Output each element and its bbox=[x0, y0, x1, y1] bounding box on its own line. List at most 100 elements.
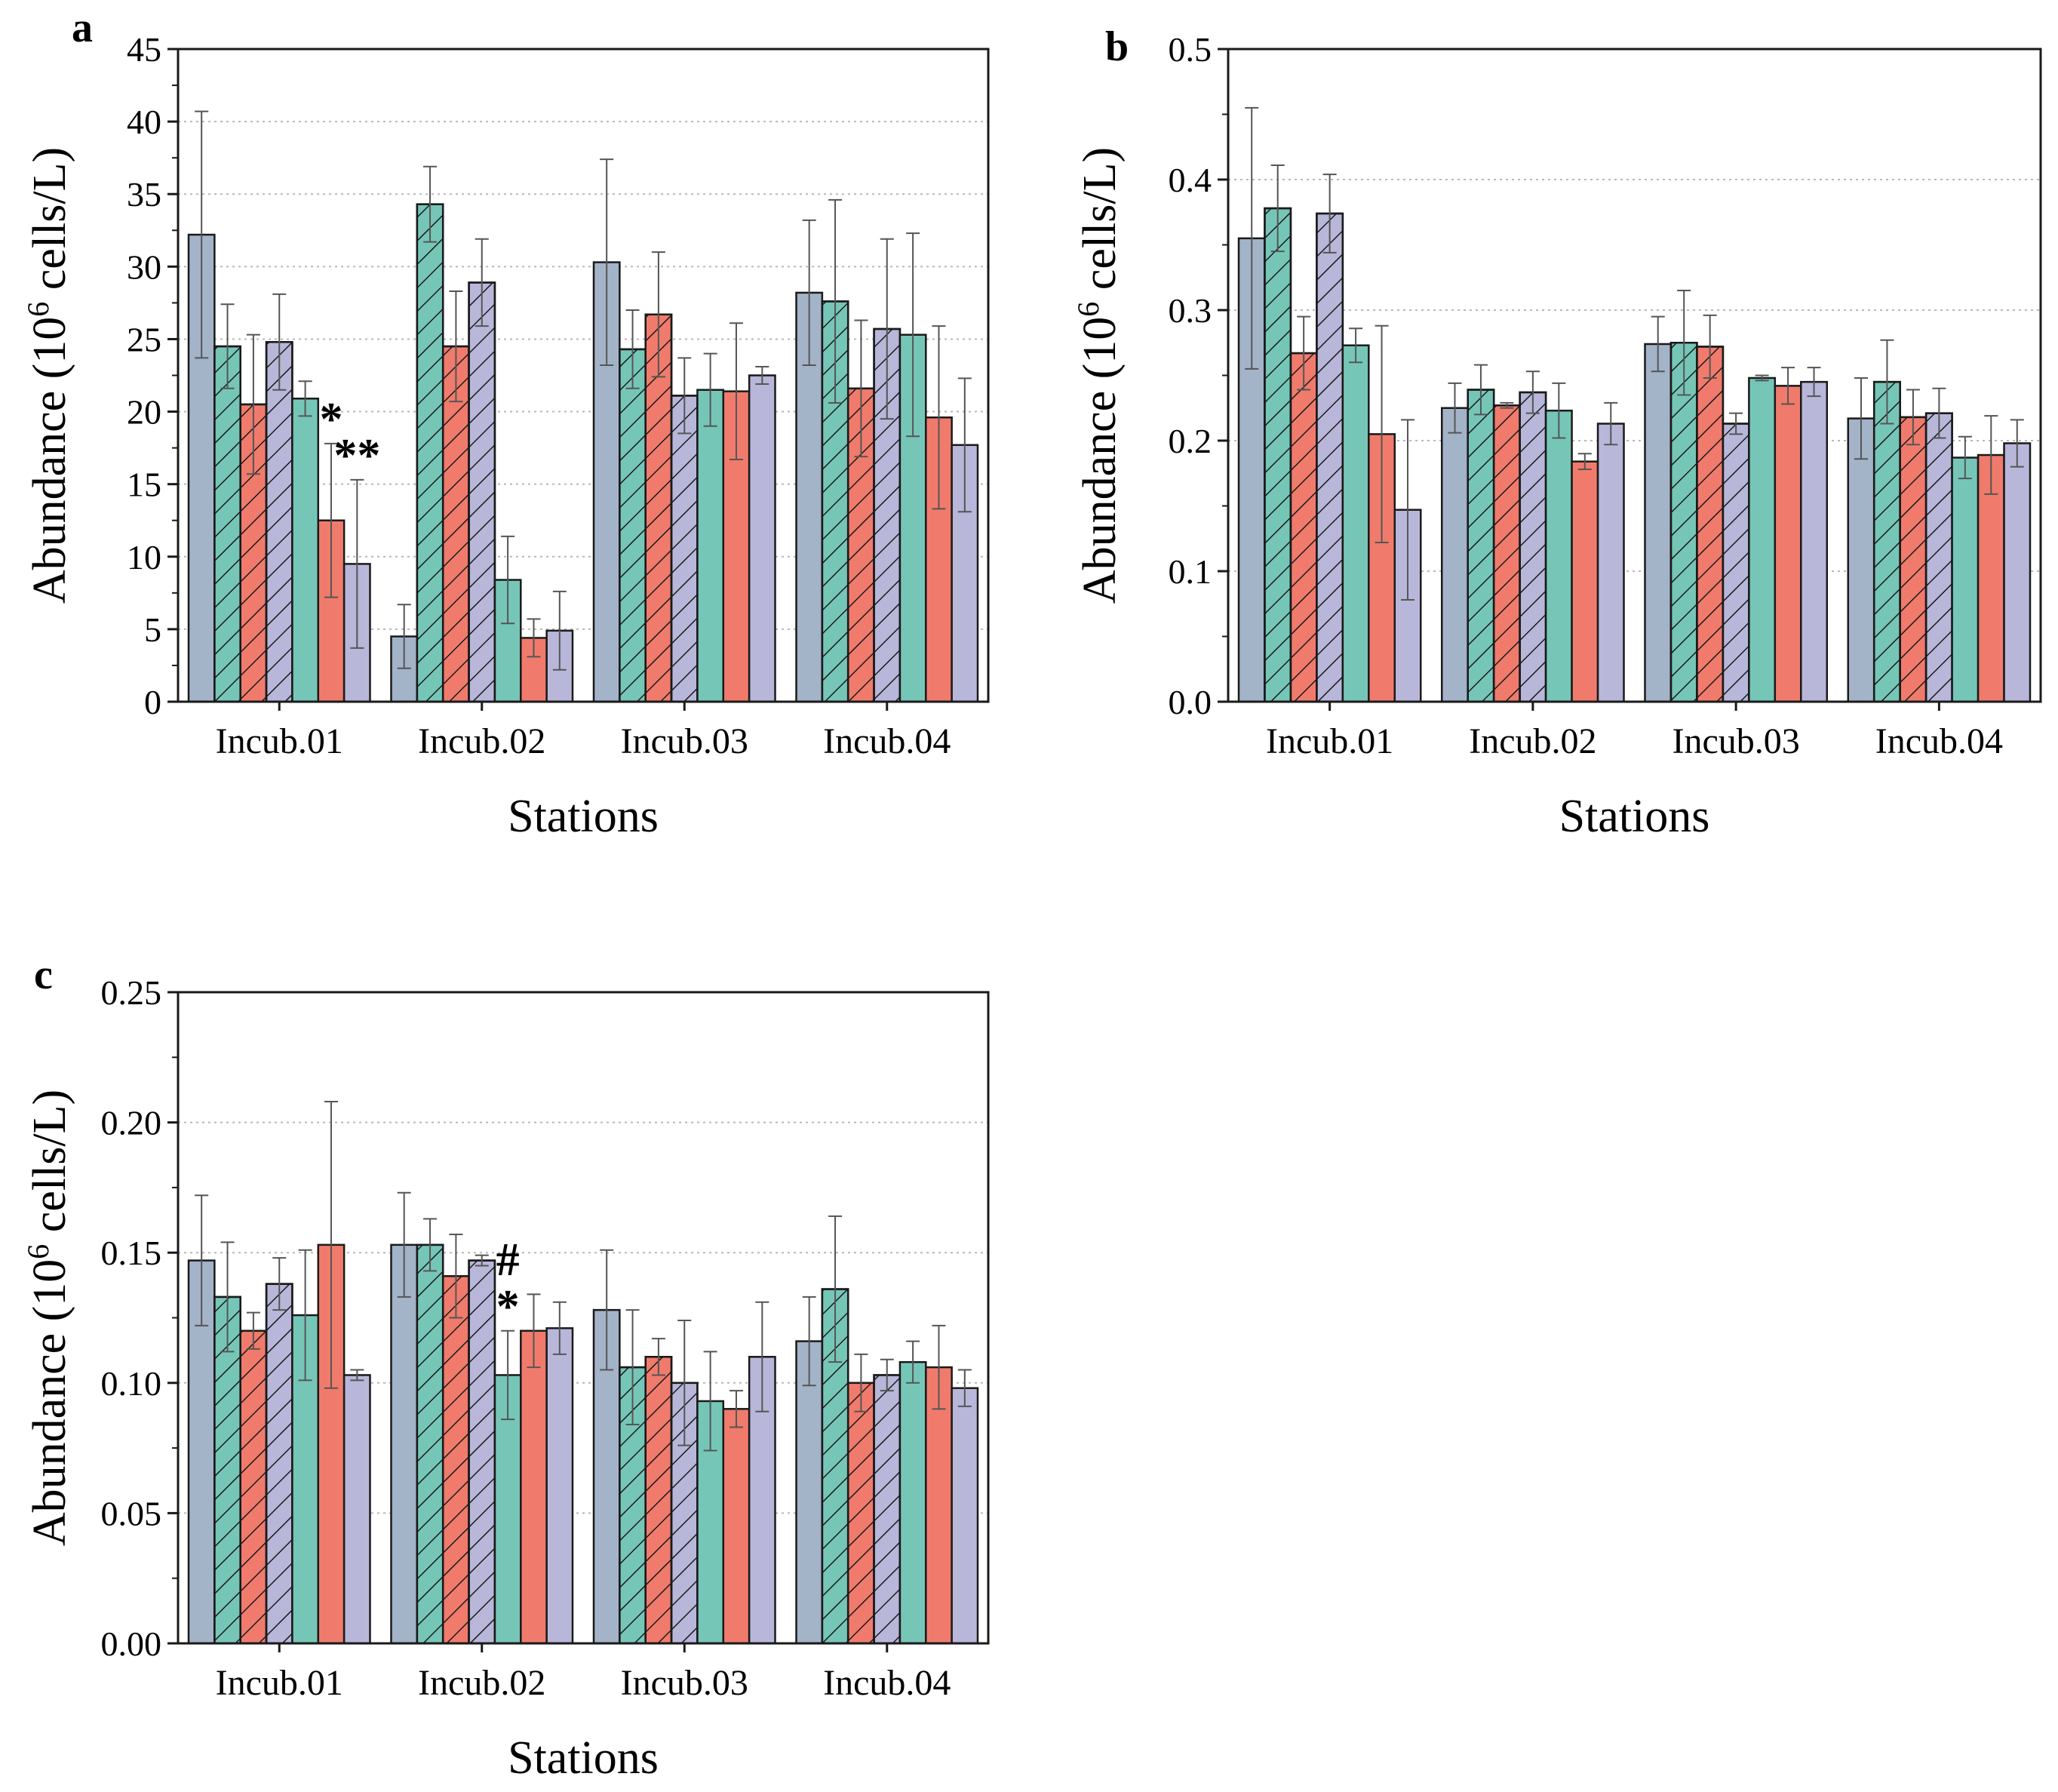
panel-c-bar-incub-02-s1 bbox=[390, 1243, 419, 1645]
panel-b-error-bar-incub-03-s6 bbox=[1781, 367, 1795, 405]
panel-a-x-tick-label-incub-02: Incub.02 bbox=[418, 721, 545, 761]
panel-a-error-bar-incub-01-s3 bbox=[246, 334, 260, 475]
panel-a-y-axis-title-main: Abundance (10 bbox=[24, 317, 75, 604]
panel-c-error-bar-incub-02-s3 bbox=[449, 1234, 463, 1319]
panel-c-y-tick-label: 0.05 bbox=[101, 1494, 162, 1532]
panel-a-bar-hatch-incub-02-s4 bbox=[468, 281, 496, 703]
panel-c-error-bar-incub-02-s2 bbox=[423, 1218, 438, 1272]
panel-b-bar-incub-04-s5 bbox=[1951, 456, 1980, 703]
panel-a-error-bar-incub-03-s7 bbox=[755, 365, 769, 386]
panel-c-bar-incub-04-s1 bbox=[795, 1340, 824, 1645]
panel-a-y-axis-title: Abundance (106 cells/L) bbox=[21, 147, 76, 604]
panel-c-bar-hatch-incub-03-s3 bbox=[644, 1356, 673, 1645]
panel-c-error-bar-incub-04-s2 bbox=[828, 1215, 843, 1363]
panel-c-error-bar-incub-04-s5 bbox=[906, 1340, 920, 1384]
panel-b-x-axis-title: Stations bbox=[1559, 791, 1710, 842]
panel-a-y-tick-label: 45 bbox=[127, 30, 161, 69]
panel-b-bar-incub-02-s5 bbox=[1544, 409, 1573, 703]
panel-a-error-bar-incub-04-s3 bbox=[854, 319, 868, 458]
panel-b-error-bar-incub-02-s3 bbox=[1500, 401, 1514, 409]
panel-b-error-bar-incub-04-s5 bbox=[1958, 435, 1972, 480]
panel-b-bar-hatch-incub-01-s2 bbox=[1264, 207, 1292, 703]
panel-c-y-axis-title-exponent: 6 bbox=[21, 1244, 55, 1259]
panel-b-bar-hatch-incub-03-s4 bbox=[1722, 423, 1750, 703]
panel-b-error-bar-incub-02-s4 bbox=[1525, 370, 1540, 414]
panel-b-error-bar-incub-02-s1 bbox=[1448, 382, 1462, 434]
panel-c-letter: c bbox=[34, 951, 53, 998]
panel-b-y-axis-title-unit: cells/L) bbox=[1074, 147, 1126, 302]
panel-c-error-bar-incub-01-s2 bbox=[220, 1241, 235, 1353]
panel-b-error-bar-incub-02-s5 bbox=[1552, 382, 1566, 439]
panel-a-annotations: *** bbox=[319, 394, 380, 481]
panel-a-error-bar-incub-01-s1 bbox=[195, 110, 209, 359]
panel-a-error-bar-incub-03-s5 bbox=[703, 352, 717, 427]
panel-a-error-bar-incub-03-s3 bbox=[651, 251, 665, 378]
panel-c-x-tick-label-incub-03: Incub.03 bbox=[621, 1663, 748, 1703]
panel-a-error-bar-incub-04-s6 bbox=[932, 325, 946, 510]
panel-a-y-tick-label: 15 bbox=[127, 466, 161, 504]
panel-c: c 0.000.050.100.150.200.25 Incub.01 Incub… bbox=[21, 951, 990, 1784]
panel-b-y-axis: 0.0 0.1 0.2 0.3 0.4 0.5 bbox=[1169, 30, 1228, 721]
panel-c-y-axis-title: Abundance (106 cells/L) bbox=[21, 1090, 76, 1546]
panel-b-error-bar-incub-02-s6 bbox=[1577, 453, 1592, 471]
panel-c-error-bar-incub-03-s2 bbox=[625, 1309, 640, 1426]
panel-a-error-bar-incub-04-s5 bbox=[906, 232, 920, 438]
panel-a-y-tick-label: 40 bbox=[127, 103, 161, 141]
panel-a-y-axis-title-exponent: 6 bbox=[21, 302, 55, 317]
panel-b-y-axis-title-exponent: 6 bbox=[1071, 302, 1105, 317]
panel-b-x-tick-label-incub-03: Incub.03 bbox=[1672, 721, 1799, 761]
panel-b-error-bar-incub-03-s1 bbox=[1651, 315, 1665, 373]
panel-b-y-tick-label: 0.0 bbox=[1169, 683, 1212, 721]
panel-b-error-bar-incub-01-s5 bbox=[1349, 327, 1363, 364]
panel-c-bar-incub-02-s7 bbox=[545, 1327, 574, 1645]
panel-b-bar-hatch-incub-04-s3 bbox=[1899, 416, 1927, 703]
panel-b-error-bar-incub-03-s3 bbox=[1703, 314, 1717, 379]
panel-a-x-tick-label-incub-04: Incub.04 bbox=[823, 721, 951, 761]
panel-a-y-tick-label: 25 bbox=[127, 320, 161, 358]
panel-a-y-tick-label: 10 bbox=[127, 538, 161, 576]
panel-c-error-bar-incub-04-s7 bbox=[957, 1369, 972, 1407]
panel-c-bar-hatch-incub-01-s4 bbox=[265, 1283, 293, 1645]
panel-b-bar-incub-03-s7 bbox=[1800, 380, 1828, 703]
panel-c-error-bar-incub-02-s4 bbox=[475, 1254, 489, 1267]
panel-a-y-tick-label: 0 bbox=[144, 683, 161, 721]
panel-b-bar-hatch-incub-04-s2 bbox=[1872, 380, 1901, 703]
panel-b-error-bar-incub-04-s4 bbox=[1932, 387, 1946, 439]
panel-b-error-bar-incub-04-s6 bbox=[1984, 415, 1998, 495]
panel-c-error-bar-incub-04-s4 bbox=[880, 1358, 894, 1392]
panel-b-error-bar-incub-02-s2 bbox=[1473, 364, 1488, 416]
panel-c-bars bbox=[187, 1243, 979, 1645]
panel-b-y-tick-label: 0.4 bbox=[1169, 161, 1212, 199]
panel-b-bar-incub-04-s7 bbox=[2003, 442, 2032, 703]
panel-b-error-bars bbox=[1245, 106, 2024, 601]
panel-c-x-axis: Incub.01 Incub.02 Incub.03 Incub.04 bbox=[216, 1643, 951, 1703]
panel-a-error-bar-incub-02-s7 bbox=[552, 590, 567, 671]
panel-b-bar-hatch-incub-03-s3 bbox=[1696, 346, 1725, 703]
panel-c-error-bar-incub-01-s1 bbox=[195, 1194, 209, 1326]
panel-c-error-bar-incub-01-s3 bbox=[246, 1311, 260, 1350]
panel-b-error-bar-incub-03-s2 bbox=[1677, 290, 1691, 396]
panel-b-bar-incub-02-s7 bbox=[1596, 423, 1625, 703]
panel-c-y-axis: 0.00 0.05 0.10 0.15 0.20 0.25 bbox=[101, 973, 178, 1663]
panel-b-error-bar-incub-01-s7 bbox=[1401, 419, 1415, 601]
panel-a-error-bar-incub-02-s4 bbox=[475, 238, 489, 327]
panel-b-bar-incub-03-s5 bbox=[1748, 377, 1777, 703]
panel-c-y-tick-label: 0.00 bbox=[101, 1624, 162, 1663]
panel-a-bar-hatch-incub-02-s2 bbox=[416, 203, 444, 703]
panel-b-y-tick-label: 0.3 bbox=[1169, 291, 1212, 330]
panel-a-bar-hatch-incub-01-s4 bbox=[265, 341, 293, 703]
panel-a-error-bar-incub-04-s7 bbox=[957, 377, 972, 513]
panel-c-x-axis-title: Stations bbox=[508, 1732, 659, 1784]
panel-a-bars bbox=[187, 203, 979, 703]
panel-c-x-tick-label-incub-01: Incub.01 bbox=[216, 1663, 343, 1703]
panel-b-error-bar-incub-01-s1 bbox=[1245, 106, 1259, 370]
panel-c-error-bar-incub-01-s5 bbox=[298, 1249, 312, 1382]
panel-c-error-bar-incub-03-s1 bbox=[600, 1249, 614, 1371]
panel-a-y-tick-label: 30 bbox=[127, 247, 161, 286]
panel-b-error-bar-incub-03-s4 bbox=[1729, 412, 1743, 435]
panel-a-error-bar-incub-01-s5 bbox=[298, 380, 312, 417]
panel-c-error-bar-incub-02-s5 bbox=[501, 1329, 515, 1421]
panel-b-bar-incub-01-s5 bbox=[1341, 344, 1370, 703]
panel-c-y-tick-label: 0.10 bbox=[101, 1364, 162, 1403]
panel-a-error-bar-incub-03-s2 bbox=[625, 309, 640, 389]
